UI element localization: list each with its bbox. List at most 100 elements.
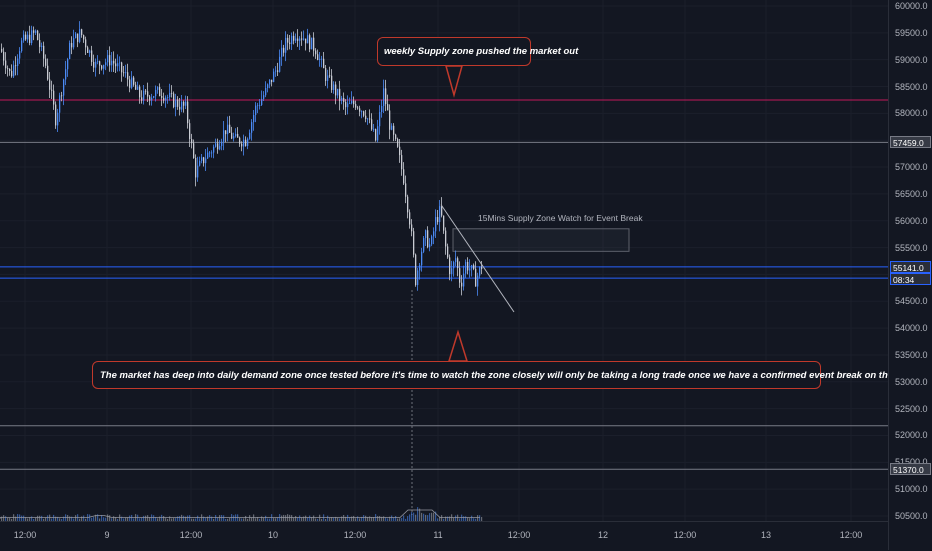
candle xyxy=(129,75,131,93)
price-tick-label: 58000.0 xyxy=(895,108,928,119)
candle xyxy=(167,94,169,104)
volume-bar xyxy=(27,518,29,521)
price-axis[interactable]: 60000.0 59500.0 59000.0 58500.0 58000.0 57000… xyxy=(888,0,932,550)
candle xyxy=(51,80,53,100)
volume-bar xyxy=(423,513,425,521)
volume-bar xyxy=(93,516,95,521)
candle xyxy=(469,259,471,278)
candle xyxy=(457,256,459,277)
volume-bar xyxy=(213,518,215,521)
time-axis[interactable]: 12:00 9 12:00 10 12:00 11 12:00 12 12:00 13 12:00 xyxy=(0,521,888,551)
candle xyxy=(31,25,33,46)
volume-bar xyxy=(71,516,73,521)
candle xyxy=(127,63,129,87)
candle xyxy=(69,40,71,60)
volume-bar xyxy=(397,518,399,521)
volume-bar xyxy=(107,514,109,521)
candle xyxy=(415,253,417,287)
volume-bar xyxy=(41,515,43,521)
candle xyxy=(213,144,215,159)
volume-bar xyxy=(425,514,427,521)
volume-bar xyxy=(421,512,423,521)
candle xyxy=(279,49,281,73)
annotation-top-pointer xyxy=(445,65,463,98)
price-tick-label: 53500.0 xyxy=(895,349,928,360)
candle xyxy=(95,58,97,77)
volume-bar xyxy=(173,518,175,521)
time-tick-label: 12:00 xyxy=(13,530,37,540)
annotation-weekly-supply[interactable]: weekly Supply zone pushed the market out xyxy=(377,37,578,66)
volume-bar xyxy=(179,516,181,521)
price-tick-label: 52000.0 xyxy=(895,430,928,441)
candle xyxy=(283,44,285,57)
candle xyxy=(411,219,413,237)
candle xyxy=(451,260,453,282)
candle xyxy=(471,264,473,277)
volume-bar xyxy=(39,515,41,521)
volume-bar xyxy=(143,515,145,521)
price-tick-label: 51500.0 xyxy=(895,457,928,467)
volume-bar xyxy=(281,515,283,521)
volume-bar xyxy=(269,518,271,521)
chart-overlays xyxy=(440,65,515,362)
candle xyxy=(119,56,121,72)
volume-bar xyxy=(207,516,209,521)
volume-bar xyxy=(381,516,383,521)
candle xyxy=(193,139,195,159)
volume-bar xyxy=(427,515,429,521)
candle xyxy=(205,149,207,171)
candle xyxy=(293,31,295,45)
candle xyxy=(97,55,99,65)
volume-bar xyxy=(215,515,217,521)
time-tick-label: 12:00 xyxy=(179,530,203,540)
candle xyxy=(133,75,135,87)
candle xyxy=(431,234,433,247)
candle xyxy=(211,150,213,158)
volume-bar xyxy=(363,515,365,521)
candle xyxy=(43,41,45,67)
volume-bar xyxy=(233,515,235,521)
candle xyxy=(425,229,427,247)
candle xyxy=(399,138,401,163)
candle xyxy=(435,209,437,239)
candle xyxy=(383,79,385,113)
candle xyxy=(113,51,115,73)
volume-bar xyxy=(413,512,415,521)
volume-bar xyxy=(313,515,315,521)
annotation-demand-zone[interactable]: The market has deep into daily demand zo… xyxy=(92,361,932,389)
candle xyxy=(267,83,269,93)
candle xyxy=(221,138,223,151)
candle xyxy=(245,136,247,147)
volume-bar xyxy=(263,517,265,521)
volume-bar xyxy=(117,518,119,521)
volume-bar xyxy=(447,516,449,521)
candle xyxy=(253,110,255,131)
volume-bar xyxy=(219,515,221,521)
candle xyxy=(467,257,469,275)
volume-bar xyxy=(469,518,471,521)
volume-bar xyxy=(399,518,401,521)
price-tick-label: 55500.0 xyxy=(895,242,928,253)
candle xyxy=(91,45,93,66)
supply-zone xyxy=(452,228,630,252)
candle xyxy=(347,95,349,115)
volume-bar xyxy=(127,517,129,521)
volume-histogram xyxy=(0,507,483,521)
candle xyxy=(185,95,187,109)
price-tick-label: 50500.0 xyxy=(895,511,928,521)
volume-bar xyxy=(35,517,37,521)
candle xyxy=(139,84,141,104)
volume-bar xyxy=(259,518,261,521)
candle xyxy=(309,33,311,53)
candle xyxy=(79,21,81,44)
volume-bar xyxy=(149,517,151,521)
candle xyxy=(61,91,63,102)
candle xyxy=(449,254,451,281)
volume-bar xyxy=(303,516,305,521)
volume-bar xyxy=(401,517,403,521)
price-tick-label: 58500.0 xyxy=(895,81,928,92)
volume-bar xyxy=(347,514,349,521)
candle xyxy=(15,56,17,76)
volume-bar xyxy=(227,518,229,521)
